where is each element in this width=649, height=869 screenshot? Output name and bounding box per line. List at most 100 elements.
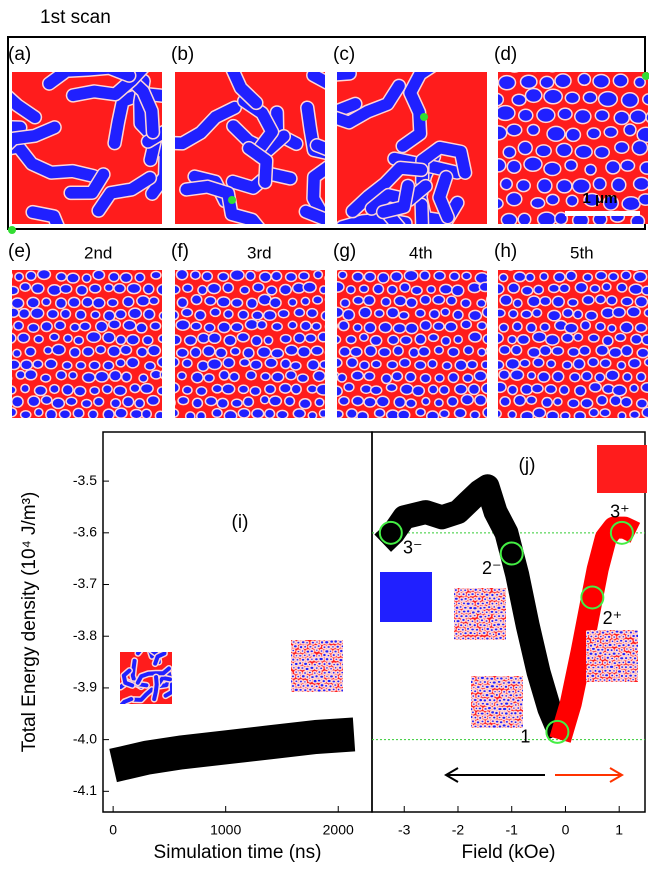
domain — [327, 640, 330, 641]
domain — [601, 282, 612, 292]
domain — [300, 205, 325, 224]
domain — [94, 320, 109, 333]
domain — [498, 369, 511, 381]
domain — [498, 626, 504, 632]
domain — [520, 309, 533, 320]
domain — [324, 273, 336, 283]
domain — [454, 631, 459, 637]
domain — [309, 657, 315, 662]
domain — [475, 635, 481, 640]
domain — [607, 668, 613, 674]
domain-image — [454, 588, 511, 640]
panel-caption: 2nd — [84, 243, 112, 262]
domain — [358, 284, 370, 294]
domain — [605, 159, 621, 175]
domain — [181, 385, 193, 395]
domain — [335, 679, 341, 684]
domain — [593, 660, 598, 666]
domain — [302, 661, 309, 667]
domain — [251, 407, 265, 418]
point-label: 2⁻ — [482, 558, 502, 578]
domain — [530, 197, 546, 210]
domain — [621, 55, 635, 67]
domain — [507, 614, 511, 617]
domain — [370, 359, 382, 369]
domain — [599, 408, 611, 418]
domain — [300, 296, 311, 306]
domain — [103, 309, 116, 322]
domain — [500, 715, 507, 721]
panel-caption: 5th — [570, 243, 594, 262]
domain — [574, 108, 592, 125]
domain — [472, 613, 478, 618]
domain — [129, 383, 141, 394]
domain — [484, 636, 491, 640]
domain — [639, 630, 642, 633]
domain — [300, 657, 306, 663]
domain — [36, 270, 52, 281]
domain — [539, 295, 552, 307]
domain — [40, 320, 53, 333]
domain — [480, 719, 485, 724]
domain — [512, 298, 523, 309]
domain — [507, 624, 510, 627]
domain — [531, 307, 543, 318]
domain — [308, 648, 315, 654]
domain — [475, 618, 480, 624]
domain — [525, 715, 528, 718]
domain — [618, 630, 625, 636]
domain — [12, 359, 21, 371]
domain — [314, 684, 320, 689]
domain — [487, 688, 493, 694]
domain — [572, 357, 586, 371]
domain — [304, 333, 317, 344]
domain — [508, 701, 514, 707]
domain — [66, 272, 80, 284]
domain — [291, 652, 294, 659]
domain — [498, 381, 507, 394]
domain — [277, 308, 290, 319]
domain — [30, 307, 45, 320]
domain — [595, 664, 601, 670]
domain — [134, 272, 146, 283]
domain — [325, 644, 332, 650]
domain — [516, 724, 521, 728]
domain — [502, 676, 506, 677]
domain — [630, 651, 637, 656]
domain — [477, 631, 483, 636]
domain — [520, 285, 534, 296]
domain — [600, 655, 605, 660]
domain — [612, 73, 629, 88]
domain — [485, 347, 487, 356]
domain — [518, 701, 523, 707]
domain — [536, 177, 553, 194]
domain — [507, 597, 510, 600]
domain — [507, 706, 512, 712]
domain — [316, 669, 322, 675]
domain — [477, 715, 483, 721]
domain — [256, 319, 268, 330]
domain — [511, 705, 517, 711]
domain — [189, 270, 201, 281]
domain — [322, 644, 327, 650]
panel-label: (b) — [171, 44, 194, 65]
domain — [433, 398, 444, 408]
domain — [599, 664, 605, 670]
domain — [508, 692, 514, 698]
domain — [641, 406, 648, 418]
domain — [297, 670, 303, 675]
domain — [517, 212, 532, 224]
domain — [563, 322, 579, 334]
domain — [573, 410, 587, 418]
domain — [498, 272, 509, 283]
domain — [293, 307, 306, 318]
x-tick-label: -3 — [398, 822, 411, 838]
domain — [308, 665, 315, 671]
domain — [399, 281, 411, 293]
domain — [485, 719, 491, 724]
domain — [565, 194, 579, 208]
domain — [197, 332, 211, 344]
domain — [245, 297, 259, 310]
domain — [337, 323, 338, 330]
domain — [260, 371, 271, 382]
